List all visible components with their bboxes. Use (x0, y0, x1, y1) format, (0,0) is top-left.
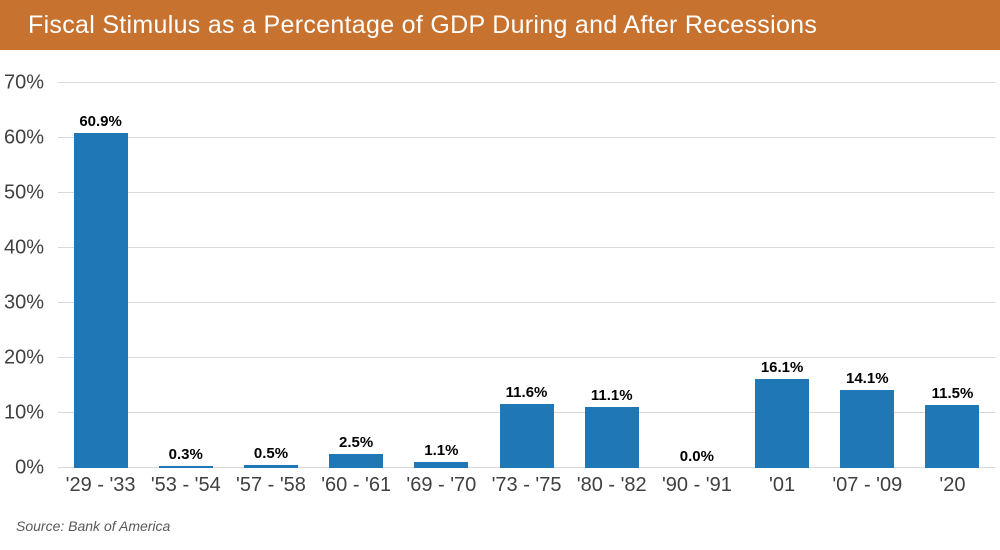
bar (73, 133, 128, 468)
x-tick-label: '29 - '33 (65, 474, 136, 496)
bar-column: 0.5% (228, 83, 313, 468)
bar-value-label: 60.9% (79, 113, 122, 131)
gridline (58, 137, 995, 138)
chart-title: Fiscal Stimulus as a Percentage of GDP D… (28, 10, 818, 39)
y-tick-label: 50% (3, 181, 44, 204)
bar (158, 466, 213, 468)
x-tick-label: '90 - '91 (661, 474, 732, 496)
y-tick-label: 40% (3, 236, 44, 259)
y-tick-label: 70% (3, 71, 44, 94)
y-axis: 0% 10% 20% 30% 40% 50% 60% 70% (0, 72, 50, 479)
gridline (58, 302, 995, 303)
bar-column: 16.1% (740, 83, 825, 468)
bar-value-label: 16.1% (760, 359, 804, 377)
bar-value-label: 14.1% (846, 370, 889, 388)
gridline (58, 192, 995, 193)
y-tick-label: 30% (3, 291, 44, 314)
bar (329, 454, 384, 468)
bar (499, 404, 554, 468)
bar-value-label: 0.0% (679, 448, 714, 465)
bar-column: 11.5% (910, 83, 995, 468)
y-tick-label: 20% (3, 346, 44, 369)
source-note: Source: Bank of America (16, 518, 171, 534)
bar-column: 60.9% (58, 83, 143, 468)
bar-column: 0.0% (654, 83, 739, 468)
bar-column: 1.1% (399, 83, 484, 468)
gridline (58, 82, 995, 83)
bar-column: 11.1% (569, 83, 654, 468)
bar-value-label: 0.3% (168, 446, 203, 464)
x-tick-label: '80 - '82 (576, 474, 647, 496)
bar-column: 14.1% (825, 83, 910, 468)
plot-area: 60.9% 0.3% 0.5% 2.5% 1.1% 11.6% 11.1% 0.0% 16.1%… (58, 82, 995, 468)
x-tick-label: '69 - '70 (406, 474, 477, 496)
bar (414, 461, 469, 468)
bar-value-label: 11.6% (505, 384, 548, 402)
bar (584, 406, 639, 468)
x-tick-label: '60 - '61 (321, 474, 392, 496)
gridline (58, 357, 995, 358)
bar-column: 11.6% (484, 83, 569, 468)
bar-column: 0.3% (143, 83, 228, 468)
bar-value-label: 0.5% (253, 445, 289, 463)
x-tick-label: '73 - '75 (491, 474, 562, 496)
bar-value-label: 11.1% (590, 386, 633, 404)
x-tick-label: '07 - '09 (832, 474, 903, 496)
x-axis: '29 - '33 '53 - '54 '57 - '58 '60 - '61 '69 … (58, 474, 995, 497)
x-tick-label: '53 - '54 (150, 474, 221, 496)
bar (840, 390, 895, 468)
bar-value-label: 1.1% (424, 441, 459, 459)
bar (925, 404, 980, 468)
bar-value-label: 11.5% (931, 384, 974, 402)
bar-series: 60.9% 0.3% 0.5% 2.5% 1.1% 11.6% 11.1% 0.0% 16.1%… (58, 83, 995, 468)
gridline (58, 247, 995, 248)
y-tick-label: 10% (3, 401, 44, 424)
bar-value-label: 2.5% (339, 434, 374, 452)
x-tick-label: '57 - '58 (236, 474, 306, 496)
y-tick-label: 0% (15, 456, 44, 479)
x-tick-label: '20 (939, 474, 966, 496)
x-tick-label: '01 (769, 474, 796, 496)
chart-title-banner: Fiscal Stimulus as a Percentage of GDP D… (0, 0, 1000, 50)
bar (243, 465, 298, 468)
y-tick-label: 60% (3, 126, 44, 149)
bar-column: 2.5% (314, 83, 399, 468)
bar (755, 379, 810, 468)
